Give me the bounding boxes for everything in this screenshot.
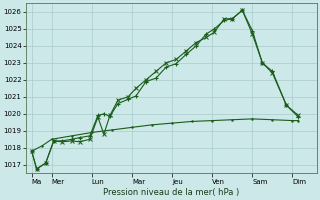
X-axis label: Pression niveau de la mer( hPa ): Pression niveau de la mer( hPa ) bbox=[103, 188, 239, 197]
